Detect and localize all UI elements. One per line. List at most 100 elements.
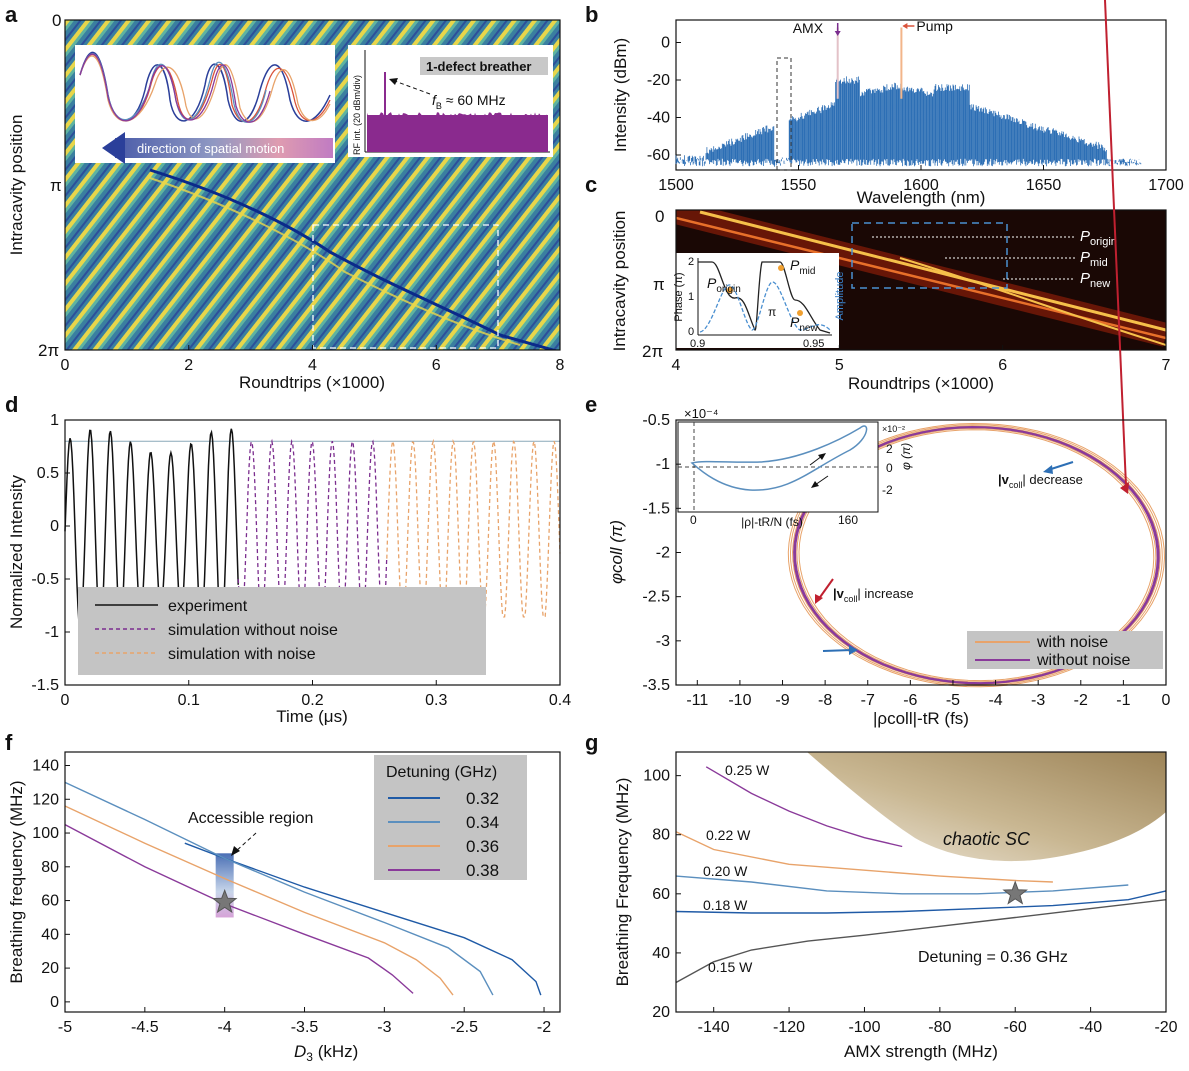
b-marker-arrowhead [835,31,841,36]
a-xtick-label: 0 [61,357,70,374]
f-legend-label: 0.34 [466,813,499,832]
g-series-label: 0.20 W [703,863,748,879]
e-inset-yscale: ×10⁻² [882,424,905,434]
b-marker-label-amx: AMX [793,20,824,36]
e-inset-ylabel: φ (π) [899,443,913,470]
b-ytick-label: -60 [647,147,670,164]
f-ylabel: Breathing frequency (MHz) [7,780,26,983]
c-inset-xtick-2: 0.95 [803,338,824,350]
e-ytick-label: -1.5 [642,500,670,517]
g-ytick-label: 60 [652,886,670,903]
panel-label-d: d [5,392,18,417]
a-rf-title: 1-defect breather [426,59,531,74]
c-xlabel: Roundtrips (×1000) [848,374,994,393]
f-xlabel: D3 (kHz) [294,1042,358,1064]
d-ytick-label: 0.5 [37,465,59,482]
f-legend-title: Detuning (GHz) [386,764,497,781]
f-ytick-label: 0 [50,994,59,1011]
g-ytick-label: 100 [643,768,670,785]
a-motion-label: direction of spatial motion [137,141,284,156]
e-ytick-label: -2.5 [642,589,670,606]
f-xtick-label: -4.5 [131,1019,159,1036]
e-inset-ytick--2: -2 [882,483,893,497]
c-inset-point-mid [778,265,784,271]
f-legend-label: 0.32 [466,789,499,808]
g-star [1004,882,1027,904]
c-ylabel: Intracavity position [610,211,629,352]
c-inset-ytick-2: 2 [688,256,694,268]
e-annot-decrease: |vcoll| decrease [998,472,1083,490]
a-ytick-0: 0 [52,11,61,30]
a-xtick-label: 8 [556,357,565,374]
g-series-label: 0.18 W [703,897,748,913]
d-ytick-label: -0.5 [31,571,59,588]
d-ytick-label: 1 [50,412,59,429]
a-xtick-label: 4 [308,357,317,374]
f-ytick-label: 40 [41,926,59,943]
c-inset-ytick-0: 0 [688,326,694,338]
d-legend-label: simulation with noise [168,646,316,663]
g-annotation: Detuning = 0.36 GHz [918,949,1068,966]
e-ylabel: φcoll (π) [607,520,626,584]
c-xtick-label: 7 [1162,357,1171,374]
b-ytick-label: 0 [661,35,670,52]
panel-label-g: g [585,730,598,755]
b-xtick-label: 1650 [1026,177,1062,194]
a-ytick-2pi: 2π [38,341,59,360]
f-ytick-label: 20 [41,960,59,977]
b-xtick-label: 1700 [1148,177,1184,194]
f-xtick-label: -2.5 [450,1019,478,1036]
panel-b: AMX Pump 1500 1550 1600 1650 1700 0 -20 -40 -60 W… [611,18,1184,207]
d-legend-label: simulation without noise [168,622,338,639]
panel-g: chaotic SC 0.25 W 0.22 W 0.20 W 0.18 W 0.15 … [613,752,1178,1061]
g-ylabel: Breathing Frequency (MHz) [613,778,632,987]
f-annot-arrow [235,833,256,852]
g-xtick-label: -40 [1079,1019,1102,1036]
e-xtick-label: -2 [1074,692,1088,709]
panel-label-c: c [585,172,597,197]
panel-label-e: e [585,392,597,417]
g-xtick-label: -100 [848,1019,880,1036]
a-ylabel: Intracavity position [7,115,26,256]
g-xtick-label: -20 [1154,1019,1177,1036]
panel-label-b: b [585,2,598,27]
b-ylabel: Intensity (dBm) [611,38,630,152]
e-xtick-label: -8 [818,692,832,709]
e-inset-xtick-160: 160 [838,513,858,527]
d-xtick-label: 0.3 [425,692,447,709]
c-ytick-2pi: 2π [642,342,663,361]
b-markers: AMX Pump [793,18,953,99]
f-xtick-label: -4 [218,1019,232,1036]
d-legend-label: experiment [168,598,248,615]
f-ytick-label: 80 [41,859,59,876]
c-xtick-label: 4 [672,357,681,374]
c-xtick-label: 5 [835,357,844,374]
e-xtick-label: -5 [946,692,960,709]
e-inset-xtick-0: 0 [690,513,697,527]
f-annot-arrowhead [231,846,240,856]
f-xtick-label: -3.5 [291,1019,319,1036]
b-xlabel: Wavelength (nm) [857,188,986,207]
b-xtick-label: 1550 [781,177,817,194]
e-xlabel: |ρcoll|-tR (fs) [873,709,969,728]
panel-d: experiment simulation without noise simula… [7,412,571,726]
e-inset-xlabel: |ρ|-tR/N (fs) [741,515,803,529]
f-ytick-label: 120 [32,791,59,808]
d-xtick-label: 0 [61,692,70,709]
panel-label-a: a [5,2,18,27]
e-xtick-label: -1 [1116,692,1130,709]
e-ytick-label: -1 [656,456,670,473]
c-inset-pi: π [768,305,776,319]
e-arrow-4 [823,650,852,651]
g-region-label: chaotic SC [943,829,1031,849]
e-ytick-label: -3.5 [642,677,670,694]
panel-f: Accessible region Detuning (GHz) 0.32 0.3… [7,752,560,1064]
d-ytick-label: -1 [45,624,59,641]
f-annotation: Accessible region [188,810,313,827]
e-xtick-label: -3 [1031,692,1045,709]
f-ytick-label: 100 [32,825,59,842]
d-ytick-label: 0 [50,518,59,535]
e-annot-increase: |vcoll| increase [833,586,914,604]
c-inset-ytick-1: 1 [688,291,694,303]
